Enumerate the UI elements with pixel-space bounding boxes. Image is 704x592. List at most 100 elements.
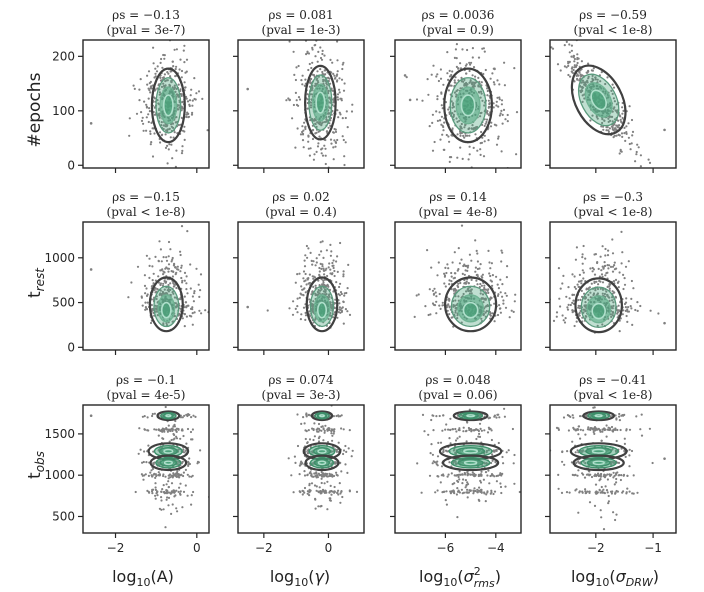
scatter-point <box>608 264 611 267</box>
panel-frame <box>82 221 210 351</box>
scatter-point <box>452 115 455 118</box>
scatter-point <box>623 442 627 445</box>
scatter-point <box>154 67 157 70</box>
outlier-point <box>408 98 412 102</box>
scatter-point <box>148 257 151 260</box>
scatter-point <box>195 92 198 95</box>
scatter-point <box>456 269 459 272</box>
scatter-point <box>499 112 502 115</box>
scatter-point <box>443 490 446 493</box>
scatter-point <box>589 291 592 294</box>
scatter-point <box>171 60 174 63</box>
scatter-point <box>449 417 452 420</box>
scatter-point <box>136 265 140 268</box>
scatter-point <box>624 306 628 309</box>
scatter-point <box>303 259 306 262</box>
scatter-point <box>326 508 329 511</box>
scatter-point <box>626 320 629 323</box>
scatter-point <box>167 148 170 151</box>
scatter-point <box>160 429 163 432</box>
scatter-point <box>625 297 628 300</box>
scatter-point <box>161 268 164 271</box>
scatter-point <box>431 149 435 152</box>
scatter-point <box>188 413 191 416</box>
scatter-point <box>333 430 336 433</box>
scatter-point <box>332 101 335 104</box>
scatter-point <box>320 470 323 474</box>
scatter-point <box>340 490 343 493</box>
scatter-point <box>348 313 352 316</box>
scatter-point <box>145 171 147 173</box>
scatter-point <box>485 310 488 313</box>
scatter-point <box>266 309 269 312</box>
scatter-point <box>430 73 433 76</box>
scatter-point <box>476 267 479 271</box>
scatter-point <box>152 463 155 466</box>
scatter-point <box>191 306 194 309</box>
scatter-point <box>166 130 169 133</box>
scatter-point <box>607 267 610 270</box>
scatter-point <box>456 133 459 136</box>
scatter-point <box>472 66 476 69</box>
scatter-point <box>563 44 566 47</box>
scatter-point <box>513 453 516 457</box>
scatter-point <box>302 306 306 309</box>
scatter-point <box>314 497 317 500</box>
scatter-point <box>306 50 309 53</box>
scatter-point <box>302 146 305 149</box>
scatter-point <box>491 459 494 462</box>
scatter-point <box>143 450 146 453</box>
scatter-point <box>332 146 335 149</box>
scatter-point <box>294 461 297 464</box>
scatter-point <box>318 273 321 276</box>
scatter-point <box>177 123 180 127</box>
scatter-point <box>329 243 332 246</box>
scatter-point <box>441 301 444 304</box>
scatter-point <box>308 282 312 285</box>
scatter-point <box>573 324 576 328</box>
scatter-point <box>335 80 339 83</box>
scatter-point <box>489 125 493 128</box>
scatter-point <box>423 430 426 433</box>
scatter-point <box>458 473 461 476</box>
scatter-point <box>576 77 579 80</box>
scatter-point <box>561 314 564 317</box>
scatter-point <box>183 325 186 328</box>
scatter-point <box>621 116 624 120</box>
scatter-point <box>505 276 508 279</box>
scatter-point <box>178 68 181 71</box>
scatter-point <box>565 295 568 298</box>
scatter-point <box>315 261 318 264</box>
scatter-point <box>461 272 464 275</box>
scatter-point <box>456 487 459 490</box>
scatter-point <box>153 412 156 415</box>
kde-contour <box>319 414 325 418</box>
scatter-point <box>330 432 333 435</box>
scatter-point <box>299 491 302 494</box>
scatter-point <box>319 241 322 244</box>
scatter-point <box>582 81 585 84</box>
scatter-point <box>141 304 144 307</box>
scatter-point <box>182 434 185 438</box>
scatter-point <box>151 412 154 416</box>
scatter-point <box>444 428 447 431</box>
scatter-point <box>176 470 179 473</box>
scatter-point <box>482 478 485 481</box>
scatter-point <box>600 273 604 276</box>
scatter-point <box>459 134 462 137</box>
scatter-point <box>597 283 600 286</box>
scatter-point <box>477 498 480 501</box>
scatter-point <box>599 255 602 258</box>
scatter-point <box>458 435 461 438</box>
scatter-point <box>478 432 481 435</box>
scatter-point <box>191 312 194 315</box>
scatter-point <box>160 499 163 502</box>
scatter-point <box>166 496 169 499</box>
scatter-point <box>171 157 174 160</box>
scatter-point <box>342 275 345 278</box>
scatter-point <box>298 296 301 299</box>
scatter-point <box>616 428 619 432</box>
scatter-point <box>573 285 576 289</box>
scatter-point <box>154 304 157 307</box>
scatter-point <box>415 98 419 101</box>
